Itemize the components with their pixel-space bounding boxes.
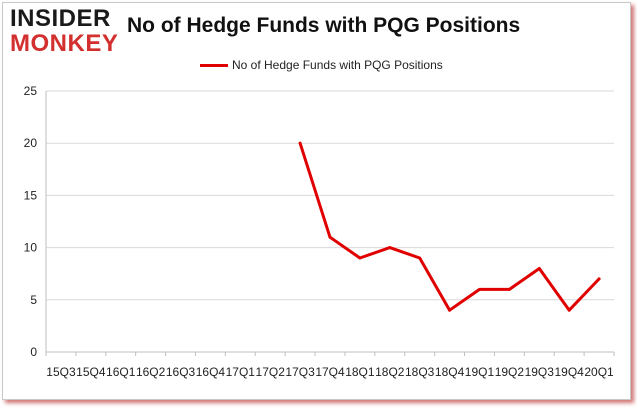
x-tick-label-18Q1: 18Q1 [345,365,375,379]
x-tick-label-19Q2: 19Q2 [495,365,525,379]
legend-label: No of Hedge Funds with PQG Positions [232,58,443,72]
series-line-0 [298,141,601,312]
x-tick-label-17Q1: 17Q1 [226,365,256,379]
chart-legend: No of Hedge Funds with PQG Positions [200,58,443,72]
data-point-18Q2 [388,246,392,250]
x-tick-label-19Q1: 19Q1 [465,365,495,379]
x-tick-label-16Q1: 16Q1 [106,365,136,379]
y-tick-label-15: 15 [24,188,38,202]
data-point-19Q4 [567,308,571,312]
data-point-18Q3 [418,256,422,260]
x-tick-label-16Q3: 16Q3 [166,365,196,379]
x-tick-label-16Q4: 16Q4 [196,365,226,379]
x-tick-label-18Q3: 18Q3 [405,365,435,379]
logo-line-1: INSIDER [10,5,111,32]
x-tick-label-18Q2: 18Q2 [375,365,405,379]
y-tick-label-10: 10 [24,241,38,255]
x-tick-labels: 15Q3 15Q4 16Q1 16Q2 16Q3 16Q4 17Q1 17Q2 17Q3 17Q4… [46,365,614,379]
data-point-19Q2 [508,288,511,291]
data-point-18Q1 [358,256,362,260]
axes [45,91,615,356]
x-tick-label-19Q4: 19Q4 [554,365,584,379]
gridlines [46,90,614,301]
x-tick-label-17Q4: 17Q4 [315,365,345,379]
x-tick-label-17Q2: 17Q2 [256,365,286,379]
x-tick-label-20Q1: 20Q1 [584,365,614,379]
x-tick-label-18Q4: 18Q4 [435,365,465,379]
x-tick-label-19Q3: 19Q3 [525,365,555,379]
y-tick-label-25: 25 [24,84,38,98]
y-tick-label-0: 0 [30,345,37,359]
x-tick-label-15Q3: 15Q3 [46,365,76,379]
insider-monkey-logo: INSIDER MONKEY [10,7,118,56]
chart-frame [2,2,631,400]
data-point-19Q3 [537,267,541,270]
chart-title: No of Hedge Funds with PQG Positions [127,14,521,37]
x-tick-label-16Q2: 16Q2 [136,365,166,379]
series-group [298,141,601,312]
y-tick-label-5: 5 [30,293,37,307]
data-point-20Q1 [597,277,601,281]
data-point-17Q3 [298,141,302,145]
y-tick-labels: 0 5 10 15 20 25 [24,84,38,359]
data-point-17Q4 [328,235,332,239]
data-point-18Q4 [448,308,451,312]
x-tick-label-17Q3: 17Q3 [285,365,315,379]
x-tick-label-15Q4: 15Q4 [76,365,106,379]
y-tick-label-20: 20 [24,136,38,150]
legend-swatch [200,63,228,67]
logo-line-2: MONKEY [10,30,119,57]
data-point-19Q1 [478,288,481,291]
